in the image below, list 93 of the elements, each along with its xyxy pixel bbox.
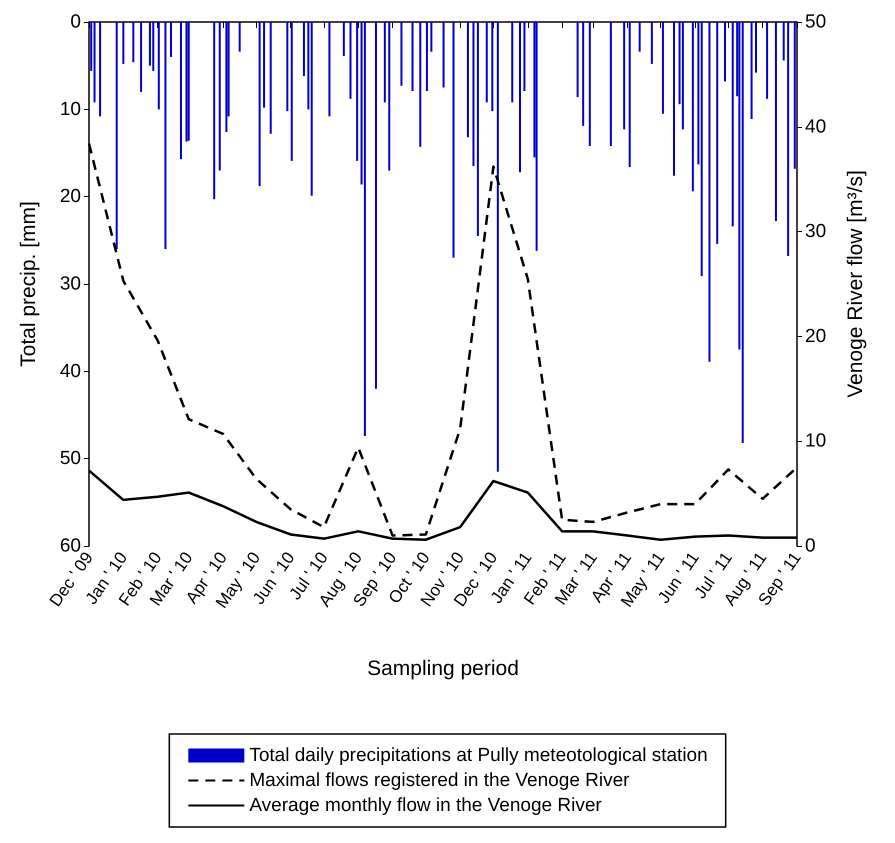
y2-tick-label: 50 (805, 12, 826, 32)
y-axis-title: Total precip. [mm] (17, 201, 40, 367)
bar (787, 22, 790, 256)
y-tick-label: 50 (60, 448, 81, 470)
legend-label: Average monthly flow in the Venoge River (249, 795, 602, 816)
bar (610, 22, 612, 146)
bar (650, 22, 653, 64)
bar (140, 22, 142, 92)
bar (662, 22, 664, 114)
bar (673, 22, 676, 176)
bar (122, 22, 124, 64)
bar (426, 22, 428, 91)
y2-tick-label: 40 (805, 116, 826, 138)
bar (180, 22, 182, 160)
bar (158, 22, 160, 110)
bar (476, 22, 479, 236)
y-tick-label: 30 (60, 274, 81, 294)
bar (374, 22, 377, 389)
bar (724, 22, 726, 82)
bar (388, 22, 390, 170)
bar (263, 22, 266, 108)
bar (766, 22, 768, 99)
bar (152, 22, 154, 71)
bar (218, 22, 221, 170)
bar (638, 22, 641, 52)
x-axis-title: Sampling period (367, 657, 519, 680)
bar (588, 22, 591, 146)
bar (419, 22, 422, 147)
bar (364, 22, 366, 436)
y2-tick-label: 20 (805, 326, 826, 347)
bar (286, 22, 288, 112)
bar (750, 22, 753, 119)
bar (342, 22, 345, 56)
bar (755, 22, 758, 73)
y2-tick-label: 30 (805, 221, 826, 242)
bar (466, 22, 469, 138)
bar (188, 22, 190, 141)
y-tick-label: 0 (70, 12, 81, 32)
bar (290, 22, 293, 161)
y-tick-label: 20 (60, 186, 81, 208)
bar (519, 22, 522, 172)
bar (412, 22, 414, 91)
y-tick-label: 60 (60, 536, 81, 556)
bar (716, 22, 718, 244)
bar (99, 22, 102, 116)
bar (225, 22, 228, 132)
bar (270, 22, 272, 134)
bar (116, 22, 118, 250)
bar (794, 22, 796, 169)
y-tick-label: 40 (60, 360, 81, 382)
bar (328, 22, 330, 116)
bar (486, 22, 488, 102)
bar (349, 22, 352, 99)
bar (732, 22, 734, 226)
bar (782, 22, 785, 60)
bar (472, 22, 474, 166)
bar (511, 22, 514, 102)
y-tick-label: 10 (60, 98, 81, 120)
bar (452, 22, 455, 258)
bar (692, 22, 694, 192)
bar (442, 22, 445, 88)
bar (170, 22, 172, 57)
bar (356, 22, 358, 161)
bar (700, 22, 703, 276)
bar (576, 22, 579, 98)
bar (302, 22, 305, 76)
y2-tick-label: 10 (805, 430, 826, 452)
bar (186, 22, 188, 142)
bar (310, 22, 313, 196)
legend-label: Maximal flows registered in the Venoge River (249, 770, 630, 791)
bar (132, 22, 134, 62)
bar (523, 22, 526, 91)
bar (238, 22, 241, 52)
bar (496, 22, 499, 472)
bar (164, 22, 166, 250)
bar (682, 22, 684, 130)
bar (628, 22, 631, 167)
bar (623, 22, 626, 130)
bar (384, 22, 386, 102)
bar (708, 22, 710, 362)
bar (400, 22, 402, 86)
bar (582, 22, 584, 126)
bar (491, 22, 494, 112)
y2-axis-title: Venoge River flow [m³/s] (844, 170, 867, 398)
bar (94, 22, 96, 102)
bar (430, 22, 432, 52)
legend-label: Total daily precipitations at Pully meteotological station (249, 745, 708, 766)
bar (774, 22, 777, 222)
y2-tick-label: 0 (805, 536, 816, 556)
bar (258, 22, 261, 186)
bar (213, 22, 216, 200)
bar (536, 22, 538, 251)
bar (742, 22, 744, 443)
